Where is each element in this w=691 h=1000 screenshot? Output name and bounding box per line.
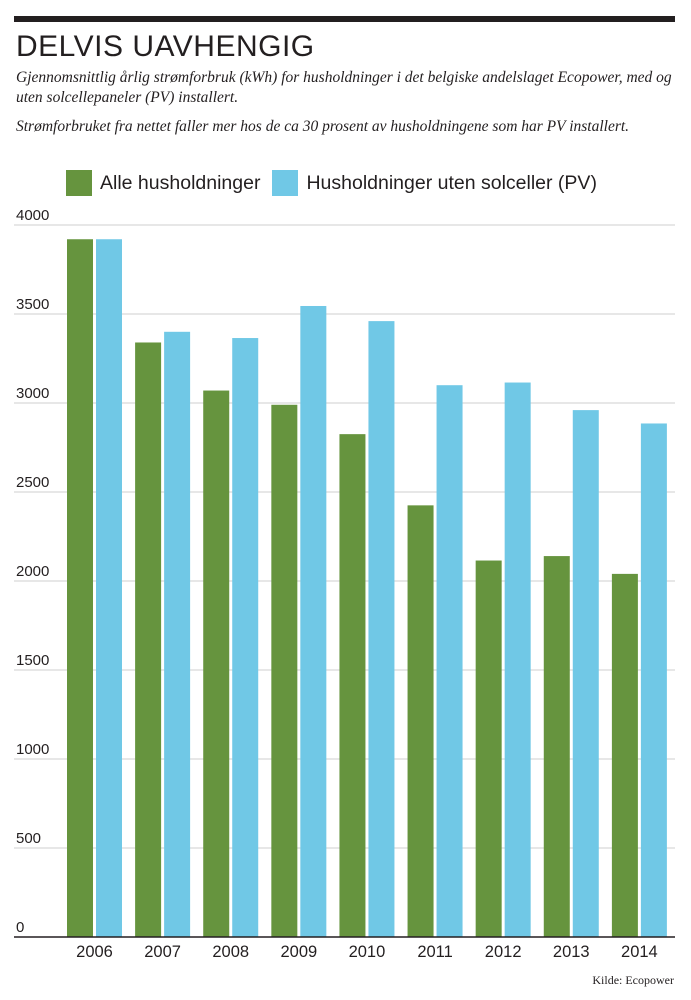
x-tick-label: 2007	[144, 943, 181, 961]
bar-uten-pv	[300, 305, 327, 937]
x-tick-label: 2012	[485, 943, 522, 961]
x-tick-label: 2013	[553, 943, 590, 961]
x-tick-label: 2014	[621, 943, 658, 961]
bar-uten-pv	[232, 338, 259, 937]
bar-alle-husholdninger	[135, 342, 162, 938]
bar-alle-husholdninger	[611, 573, 638, 937]
legend-swatch-uten-pv	[272, 170, 299, 196]
y-tick-label: 2000	[16, 563, 49, 580]
bar-alle-husholdninger	[339, 434, 366, 937]
top-rule	[14, 16, 675, 22]
legend-label-alle: Alle husholdninger	[100, 171, 261, 194]
x-tick-label: 2009	[280, 943, 317, 961]
bar-alle-husholdninger	[67, 239, 93, 938]
bar-uten-pv	[368, 321, 395, 937]
x-tick-label: 2011	[417, 943, 452, 961]
bar-uten-pv	[96, 239, 122, 938]
chart-subtitle-note: Strømforbruket fra nettet faller mer hos…	[16, 118, 630, 135]
chart-subtitle: Gjennomsnittlig årlig strømforbruk (kWh)…	[16, 69, 672, 106]
legend: Alle husholdninger Husholdninger uten so…	[66, 168, 609, 198]
bar-alle-husholdninger	[271, 404, 298, 937]
x-tick-label: 2006	[76, 943, 113, 961]
y-tick-label: 1500	[16, 652, 49, 669]
x-tick-label: 2008	[212, 943, 249, 961]
y-tick-label: 4000	[16, 207, 49, 224]
y-tick-label: 3000	[16, 385, 49, 402]
bar-alle-husholdninger	[407, 505, 434, 937]
bar-uten-pv	[164, 331, 191, 937]
bar-alle-husholdninger	[543, 556, 570, 937]
bar-uten-pv	[640, 423, 667, 938]
bar-uten-pv	[572, 410, 599, 937]
x-tick-label: 2010	[349, 943, 386, 961]
legend-item-uten-pv: Husholdninger uten solceller (PV)	[272, 170, 597, 196]
y-tick-label: 2500	[16, 474, 49, 491]
legend-label-uten-pv: Husholdninger uten solceller (PV)	[306, 171, 597, 194]
chart-title: DELVIS UAVHENGIG	[16, 30, 315, 63]
legend-item-alle: Alle husholdninger	[66, 170, 260, 196]
bar-uten-pv	[504, 382, 531, 937]
y-tick-label: 3500	[16, 296, 49, 313]
y-tick-label: 500	[16, 830, 41, 847]
bar-alle-husholdninger	[203, 390, 230, 937]
bar-alle-husholdninger	[475, 560, 502, 937]
bar-uten-pv	[436, 385, 463, 937]
y-tick-label: 1000	[16, 741, 49, 758]
legend-swatch-alle	[66, 170, 92, 196]
source-note: Kilde: Ecopower	[592, 973, 674, 987]
y-tick-label: 0	[16, 919, 24, 936]
